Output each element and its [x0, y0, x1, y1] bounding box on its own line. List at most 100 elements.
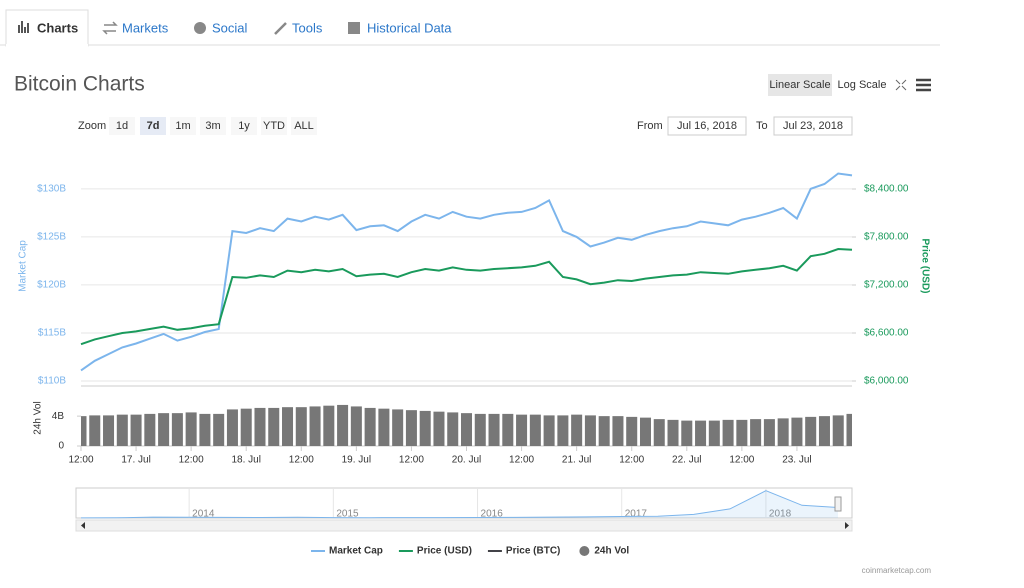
scale-button[interactable]: Linear Scale: [769, 79, 830, 91]
scroll-left[interactable]: [81, 522, 85, 529]
x-tick-label: 12:00: [619, 455, 644, 466]
y3-tick-label: 4B: [52, 411, 65, 422]
range-label[interactable]: 1y: [238, 120, 250, 132]
volume-bar: [282, 407, 294, 446]
legend-item[interactable]: Price (USD): [417, 546, 472, 557]
volume-bar: [309, 406, 321, 446]
tab[interactable]: Charts: [37, 20, 78, 35]
volume-bar: [433, 411, 445, 446]
volume-bar: [736, 419, 748, 446]
date-input[interactable]: [773, 116, 853, 136]
active-tab-gap: [6, 44, 88, 47]
volume-bar: [639, 417, 651, 446]
range-button[interactable]: [261, 117, 287, 135]
volume-bar: [171, 413, 183, 446]
y2-tick-label: $8,400.00: [864, 184, 909, 195]
chart-icon: [18, 21, 29, 33]
navigator-label: 2016: [481, 509, 504, 520]
volume-bar: [392, 409, 404, 446]
scrollbar[interactable]: [75, 519, 853, 532]
legend-item[interactable]: Market Cap: [329, 546, 383, 557]
volume-bar: [89, 415, 101, 446]
range-label[interactable]: 1d: [116, 120, 128, 132]
social-icon: [194, 22, 206, 34]
range-label[interactable]: YTD: [263, 120, 285, 132]
y-tick-label: $115B: [38, 328, 67, 339]
navigator-frame: [75, 487, 853, 519]
zoom-label: Zoom: [78, 120, 106, 132]
navigator-label: 2018: [769, 509, 792, 520]
volume-bar: [405, 410, 417, 446]
volume-bar: [777, 418, 789, 446]
x-tick-label: 12:00: [729, 455, 754, 466]
volume-bar: [832, 415, 844, 446]
navigator-label: 2014: [192, 509, 215, 520]
volume-bar: [103, 415, 115, 446]
range-button[interactable]: [109, 117, 135, 135]
y2-tick-label: $6,000.00: [864, 376, 909, 387]
volume-bar: [199, 413, 211, 446]
menu-icon[interactable]: [916, 78, 931, 92]
fullscreen-icon[interactable]: [895, 79, 907, 91]
volume-bar: [516, 414, 528, 446]
range-button[interactable]: [140, 117, 166, 135]
range-label[interactable]: 1m: [175, 120, 190, 132]
navigator-handle[interactable]: [834, 496, 842, 512]
series-line: [80, 247, 853, 346]
scale-button-active[interactable]: [768, 74, 832, 96]
navigator-label: 2017: [625, 509, 648, 520]
volume-bar: [337, 404, 349, 446]
volume-bar: [226, 409, 238, 446]
volume-bar: [571, 414, 583, 446]
volume-bar: [502, 413, 514, 446]
volume-bar: [81, 416, 87, 446]
range-label[interactable]: 7d: [147, 120, 160, 132]
y-tick-label: $130B: [37, 183, 66, 194]
y2-tick-label: $6,600.00: [864, 328, 909, 339]
volume-bar: [846, 413, 852, 446]
volume-bar: [488, 413, 500, 446]
range-label[interactable]: 3m: [205, 120, 220, 132]
range-label[interactable]: ALL: [294, 120, 314, 132]
x-tick-label: 22. Jul: [672, 455, 701, 466]
legend-item[interactable]: 24h Vol: [594, 546, 629, 557]
x-tick-label: 23. Jul: [782, 455, 811, 466]
tab[interactable]: Markets: [122, 20, 169, 35]
volume-bar: [213, 413, 225, 446]
from-date[interactable]: Jul 16, 2018: [677, 120, 737, 132]
to-date[interactable]: Jul 23, 2018: [783, 120, 843, 132]
x-tick-label: 12:00: [68, 455, 93, 466]
volume-bar: [474, 413, 486, 446]
volume-bar: [158, 413, 170, 446]
scale-button[interactable]: Log Scale: [838, 79, 887, 91]
legend-item[interactable]: Price (BTC): [506, 546, 560, 557]
volume-bar: [667, 419, 679, 446]
volume-bar: [805, 416, 817, 446]
range-button[interactable]: [170, 117, 196, 135]
volume-bar: [695, 420, 707, 446]
tab[interactable]: Social: [212, 20, 248, 35]
range-button[interactable]: [200, 117, 226, 135]
tab[interactable]: Historical Data: [367, 20, 452, 35]
series-line: [80, 172, 853, 372]
markets-icon: [102, 21, 118, 35]
volume-bar: [708, 420, 720, 446]
volume-bar: [323, 405, 335, 446]
volume-bar: [612, 416, 624, 446]
volume-bar: [419, 410, 431, 446]
volume-bar: [681, 420, 693, 446]
x-tick-label: 21. Jul: [562, 455, 591, 466]
volume-bar: [364, 407, 376, 446]
y2-tick-label: $7,200.00: [864, 280, 909, 291]
date-input[interactable]: [667, 116, 747, 136]
y2-axis-title: Price (USD): [919, 238, 930, 293]
tab[interactable]: Tools: [292, 20, 323, 35]
volume-bar: [750, 419, 762, 446]
volume-bar: [584, 415, 596, 446]
volume-bar: [598, 416, 610, 446]
range-button[interactable]: [291, 117, 317, 135]
scroll-right[interactable]: [845, 522, 849, 529]
volume-bar: [185, 412, 197, 446]
volume-bar: [791, 417, 803, 446]
range-button[interactable]: [231, 117, 257, 135]
